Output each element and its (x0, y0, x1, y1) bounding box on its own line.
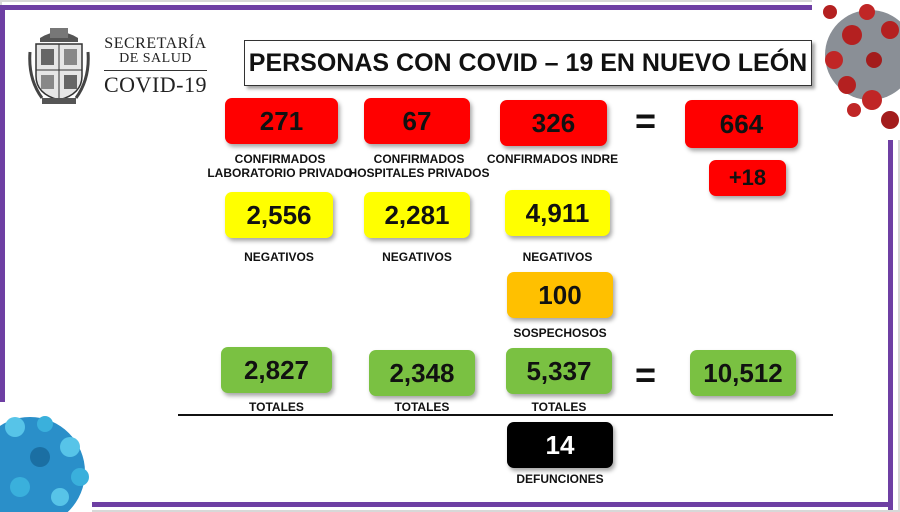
ministry-logo-text: SECRETARÍA DE SALUD COVID-19 (98, 36, 213, 96)
totals-private-hospitals-value: 2,348 (369, 350, 475, 396)
confirmed-private-lab-label: CONFIRMADOS LABORATORIO PRIVADO (200, 152, 360, 180)
state-coat-of-arms-logo (28, 28, 90, 104)
divider-line (178, 414, 833, 416)
totals-private-lab-value: 2,827 (221, 347, 332, 393)
negatives-private-hospitals-label: NEGATIVOS (382, 250, 452, 264)
negatives-indre-label: NEGATIVOS (522, 250, 593, 264)
confirmed-private-hospitals-label: CONFIRMADOS HOSPITALES PRIVADOS (345, 152, 493, 180)
page-title: PERSONAS CON COVID – 19 EN NUEVO LEÓN (244, 40, 812, 86)
virus-icon (0, 402, 92, 512)
suspects-label: SOSPECHOSOS (513, 326, 607, 340)
new-cases-value: +18 (709, 160, 786, 196)
label-line: HOSPITALES PRIVADOS (348, 166, 490, 180)
confirmed-private-hospitals-value: 67 (364, 98, 470, 144)
equals-sign: = (635, 354, 657, 395)
deaths-label: DEFUNCIONES (516, 472, 604, 486)
frame-border-top (0, 5, 893, 10)
negatives-private-lab-label: NEGATIVOS (244, 250, 314, 264)
negatives-indre-value: 4,911 (505, 190, 610, 236)
frame-border-bottom (0, 502, 893, 507)
confirmed-indre-label: CONFIRMADOS INDRE (486, 152, 619, 166)
logo-ministry-line: SECRETARÍA (104, 35, 207, 52)
deaths-value: 14 (507, 422, 613, 468)
totals-private-lab-label: TOTALES (249, 400, 304, 414)
confirmed-private-lab-value: 271 (225, 98, 338, 144)
virus-icon (812, 0, 900, 140)
label-line: LABORATORIO PRIVADO (207, 166, 353, 180)
label-line: CONFIRMADOS (373, 152, 465, 166)
label-line: CONFIRMADOS (234, 152, 326, 166)
confirmed-indre-value: 326 (500, 100, 607, 146)
totals-indre-label: TOTALES (531, 400, 587, 414)
grand-total-value: 10,512 (690, 350, 796, 396)
negatives-private-lab-value: 2,556 (225, 192, 333, 238)
logo-health-line: DE SALUD (119, 51, 192, 66)
total-confirmed-value: 664 (685, 100, 798, 148)
negatives-private-hospitals-value: 2,281 (364, 192, 470, 238)
equals-sign: = (635, 100, 657, 141)
logo-covid-line: COVID-19 (104, 72, 207, 97)
totals-private-hospitals-label: TOTALES (394, 400, 450, 414)
suspects-value: 100 (507, 272, 613, 318)
frame-border-right (888, 5, 893, 510)
totals-indre-value: 5,337 (506, 348, 612, 394)
logo-divider (104, 70, 207, 71)
frame-border-left (0, 5, 5, 510)
